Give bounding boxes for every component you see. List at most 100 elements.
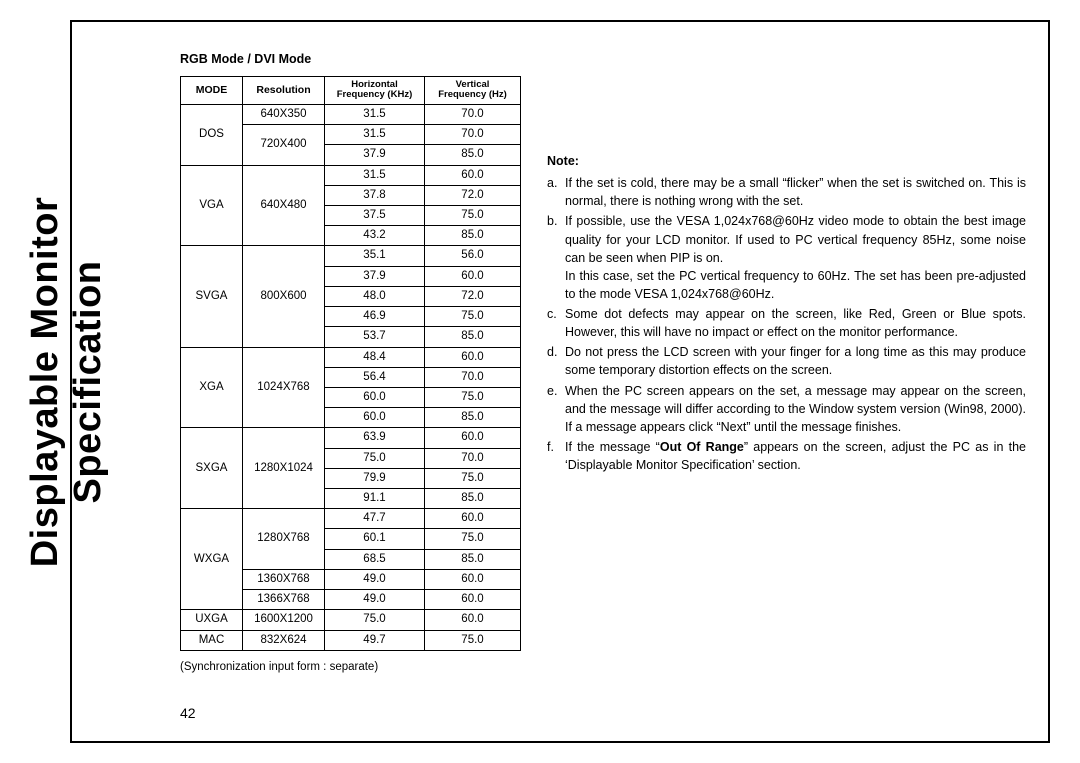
cell-vfreq: 85.0 — [425, 145, 521, 165]
cell-hfreq: 31.5 — [325, 104, 425, 124]
cell-hfreq: 68.5 — [325, 549, 425, 569]
note-label: c. — [547, 305, 565, 341]
cell-vfreq: 75.0 — [425, 468, 521, 488]
note-label: a. — [547, 174, 565, 210]
cell-vfreq: 75.0 — [425, 529, 521, 549]
table-row: MAC832X62449.775.0 — [181, 630, 521, 650]
table-row: SXGA1280X102463.960.0 — [181, 428, 521, 448]
cell-hfreq: 60.0 — [325, 408, 425, 428]
page-number: 42 — [180, 705, 196, 721]
cell-resolution: 1600X1200 — [243, 610, 325, 630]
note-item: b.If possible, use the VESA 1,024x768@60… — [547, 212, 1026, 303]
cell-resolution: 640X350 — [243, 104, 325, 124]
cell-vfreq: 56.0 — [425, 246, 521, 266]
cell-hfreq: 43.2 — [325, 226, 425, 246]
cell-mode: UXGA — [181, 610, 243, 630]
cell-hfreq: 31.5 — [325, 125, 425, 145]
cell-hfreq: 47.7 — [325, 509, 425, 529]
cell-mode: SXGA — [181, 428, 243, 509]
note-item: e.When the PC screen appears on the set,… — [547, 382, 1026, 436]
note-item: f.If the message “Out Of Range” appears … — [547, 438, 1026, 474]
cell-resolution: 1280X1024 — [243, 428, 325, 509]
th-hfreq: Horizontal Frequency (KHz) — [325, 77, 425, 105]
cell-mode: VGA — [181, 165, 243, 246]
note-item: d.Do not press the LCD screen with your … — [547, 343, 1026, 379]
cell-hfreq: 37.9 — [325, 266, 425, 286]
cell-vfreq: 85.0 — [425, 549, 521, 569]
notes-list: a.If the set is cold, there may be a sma… — [547, 174, 1026, 474]
cell-vfreq: 85.0 — [425, 226, 521, 246]
cell-vfreq: 75.0 — [425, 630, 521, 650]
cell-resolution: 640X480 — [243, 165, 325, 246]
cell-hfreq: 53.7 — [325, 327, 425, 347]
cell-hfreq: 75.0 — [325, 610, 425, 630]
cell-vfreq: 60.0 — [425, 590, 521, 610]
cell-hfreq: 49.7 — [325, 630, 425, 650]
note-text: When the PC screen appears on the set, a… — [565, 382, 1026, 436]
cell-vfreq: 70.0 — [425, 367, 521, 387]
cell-hfreq: 46.9 — [325, 307, 425, 327]
cell-hfreq: 37.8 — [325, 185, 425, 205]
cell-vfreq: 60.0 — [425, 266, 521, 286]
vertical-title: Displayable Monitor Specification — [24, 142, 110, 622]
cell-resolution: 800X600 — [243, 246, 325, 347]
cell-vfreq: 85.0 — [425, 408, 521, 428]
cell-hfreq: 56.4 — [325, 367, 425, 387]
th-mode: MODE — [181, 77, 243, 105]
cell-vfreq: 72.0 — [425, 185, 521, 205]
note-text: If the message “Out Of Range” appears on… — [565, 438, 1026, 474]
cell-hfreq: 37.9 — [325, 145, 425, 165]
table-row: SVGA800X60035.156.0 — [181, 246, 521, 266]
table-title: RGB Mode / DVI Mode — [180, 52, 521, 66]
cell-hfreq: 79.9 — [325, 468, 425, 488]
note-item: c.Some dot defects may appear on the scr… — [547, 305, 1026, 341]
cell-vfreq: 60.0 — [425, 509, 521, 529]
cell-vfreq: 75.0 — [425, 307, 521, 327]
right-column: Note: a.If the set is cold, there may be… — [547, 52, 1026, 476]
vertical-title-line1: Displayable Monitor — [24, 196, 66, 567]
notes-title: Note: — [547, 152, 1026, 170]
spec-table-body: DOS640X35031.570.0720X40031.570.037.985.… — [181, 104, 521, 650]
note-text: If the set is cold, there may be a small… — [565, 174, 1026, 210]
cell-hfreq: 63.9 — [325, 428, 425, 448]
cell-hfreq: 60.1 — [325, 529, 425, 549]
cell-vfreq: 70.0 — [425, 125, 521, 145]
cell-mode: XGA — [181, 347, 243, 428]
table-row: XGA1024X76848.460.0 — [181, 347, 521, 367]
cell-resolution: 1360X768 — [243, 569, 325, 589]
note-text: Do not press the LCD screen with your fi… — [565, 343, 1026, 379]
table-row: VGA640X48031.560.0 — [181, 165, 521, 185]
vertical-title-line2: Specification — [67, 260, 109, 503]
cell-vfreq: 60.0 — [425, 347, 521, 367]
cell-resolution: 832X624 — [243, 630, 325, 650]
note-label: b. — [547, 212, 565, 303]
content-frame: Displayable Monitor Specification RGB Mo… — [70, 20, 1050, 743]
table-row: UXGA1600X120075.060.0 — [181, 610, 521, 630]
cell-mode: SVGA — [181, 246, 243, 347]
cell-vfreq: 60.0 — [425, 428, 521, 448]
cell-vfreq: 60.0 — [425, 165, 521, 185]
table-row: WXGA1280X76847.760.0 — [181, 509, 521, 529]
sync-note: (Synchronization input form : separate) — [180, 661, 521, 673]
cell-vfreq: 70.0 — [425, 104, 521, 124]
cell-resolution: 1366X768 — [243, 590, 325, 610]
cell-hfreq: 91.1 — [325, 489, 425, 509]
cell-resolution: 1024X768 — [243, 347, 325, 428]
note-label: f. — [547, 438, 565, 474]
note-text: If possible, use the VESA 1,024x768@60Hz… — [565, 212, 1026, 303]
cell-hfreq: 48.0 — [325, 286, 425, 306]
cell-hfreq: 48.4 — [325, 347, 425, 367]
note-item: a.If the set is cold, there may be a sma… — [547, 174, 1026, 210]
cell-vfreq: 85.0 — [425, 327, 521, 347]
note-label: e. — [547, 382, 565, 436]
cell-vfreq: 70.0 — [425, 448, 521, 468]
cell-hfreq: 35.1 — [325, 246, 425, 266]
cell-hfreq: 37.5 — [325, 205, 425, 225]
cell-vfreq: 60.0 — [425, 569, 521, 589]
cell-mode: DOS — [181, 104, 243, 165]
note-bold: Out Of Range — [660, 440, 744, 454]
content-columns: RGB Mode / DVI Mode MODE Resolution Hori… — [180, 52, 1026, 673]
left-column: RGB Mode / DVI Mode MODE Resolution Hori… — [180, 52, 521, 673]
th-vfreq: Vertical Frequency (Hz) — [425, 77, 521, 105]
th-resolution: Resolution — [243, 77, 325, 105]
